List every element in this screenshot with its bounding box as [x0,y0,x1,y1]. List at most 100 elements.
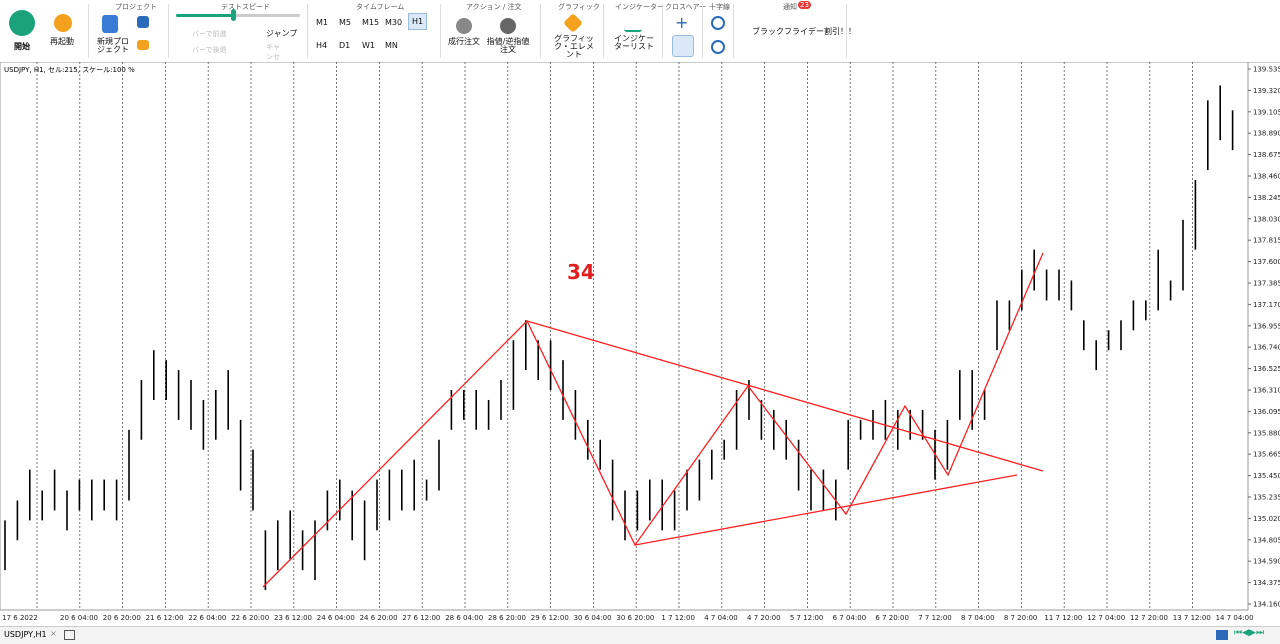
y-tick-label: 134.160 [1253,601,1280,609]
separator [440,4,441,58]
y-tick-label: 134.590 [1253,558,1280,566]
group-title: タイムフレーム [356,3,405,11]
upper-trendline [526,320,1044,472]
bars [4,85,1234,591]
y-tick-label: 135.450 [1253,472,1280,480]
y-tick-label: 136.095 [1253,408,1280,416]
forward[interactable]: バーで前進 [192,30,227,38]
y-tick-label: 136.310 [1253,387,1280,395]
x-tick-label: 24 6 20:00 [360,614,398,622]
group-title: クロスヘアー [665,3,707,11]
timeframe-button[interactable]: H1 [408,13,428,30]
market-icon[interactable] [456,18,472,34]
timeframe-button[interactable]: M15 [362,18,380,27]
grid [36,62,1193,610]
x-tick-label: 24 6 04:00 [317,614,355,622]
zigzag [262,252,1044,588]
timeframe-button[interactable]: M1 [316,18,328,27]
window-icon[interactable] [64,630,75,640]
y-tick-label: 139.105 [1253,108,1280,116]
x-tick-label: 4 7 20:00 [747,614,781,622]
group-title: アクション / 注文 [466,3,522,11]
x-tick-label: 6 7 20:00 [875,614,909,622]
indicator-list[interactable]: インジケーターリスト [614,34,654,51]
graphic-elements[interactable]: グラフィック・エレメント [554,34,594,59]
x-tick-label: 29 6 12:00 [531,614,569,622]
y-tick-label: 137.385 [1253,280,1280,288]
y-tick-label: 135.665 [1253,451,1280,459]
zoom-out[interactable] [711,40,725,54]
trend-drawings [262,252,1044,588]
y-tick-label: 137.170 [1253,301,1280,309]
separator [307,4,308,58]
chart: USDJPY, H1, セル:215, スケール:100 % 34 139.53… [0,62,1280,622]
back[interactable]: バーで後退 [192,46,227,54]
nav-arrows[interactable]: ⏮◀▶⏭ [1234,628,1265,638]
pending-icon[interactable] [500,18,516,34]
tab[interactable]: USDJPY,H1 [4,630,47,639]
timeframe-button[interactable]: D1 [339,41,351,50]
crosshair-icon[interactable]: + [675,13,689,32]
x-tick-label: 28 6 04:00 [445,614,483,622]
separator [733,4,734,58]
speed-slider[interactable] [176,14,300,17]
pending-order[interactable]: 指値/逆指値注文 [486,37,530,54]
graphic-icon[interactable] [563,13,583,33]
x-tick-label: 20 6 04:00 [60,614,98,622]
nav-icon[interactable] [1216,630,1228,640]
jump[interactable]: ジャンプ [266,29,298,38]
zoom-in[interactable] [711,16,725,30]
y-tick-label: 138.890 [1253,130,1280,138]
lower-trendline [634,474,1018,546]
y-axis: 139.535 139.320 139.105 138.890 138.675 138.4… [1248,66,1280,609]
separator [702,4,703,58]
x-axis: 17 6 2022 20 6 04:00 20 6 20:00 21 6 12:00 2… [2,614,1253,622]
y-tick-label: 135.235 [1253,494,1280,502]
plot-area [0,62,1249,611]
x-tick-label: 5 7 12:00 [790,614,824,622]
restart-icon[interactable] [54,14,72,32]
group-title: テストスピード [221,3,270,11]
tab-bar: USDJPY,H1 × ⏮◀▶⏭ [0,626,1280,644]
x-tick-label: 22 6 04:00 [188,614,226,622]
y-tick-label: 138.460 [1253,173,1280,181]
x-tick-label: 27 6 12:00 [402,614,440,622]
group-title: グラフィック [558,3,600,11]
speed-thumb[interactable] [231,9,236,21]
y-tick-label: 139.320 [1253,87,1280,95]
y-tick-label: 136.740 [1253,344,1280,352]
timeframe-button[interactable]: M5 [339,18,351,27]
x-tick-label: 11 7 12:00 [1044,614,1082,622]
group-title: インジケーター [615,3,664,11]
new-project-icon[interactable] [102,15,118,33]
x-tick-label: 12 7 20:00 [1130,614,1168,622]
start-icon[interactable] [9,10,35,36]
notice-badge: 23 [798,1,811,9]
start[interactable]: 開始 [14,42,30,51]
x-tick-label: 14 7 04:00 [1216,614,1254,622]
x-tick-label: 30 6 04:00 [574,614,612,622]
market-order[interactable]: 成行注文 [448,37,480,46]
y-tick-label: 138.245 [1253,194,1280,202]
y-tick-label: 138.030 [1253,215,1280,223]
x-tick-label: 1 7 12:00 [661,614,695,622]
crosshair-active[interactable] [672,35,694,57]
annotation: 34 [567,260,595,284]
timeframe-button[interactable]: H4 [316,41,328,50]
y-tick-label: 137.600 [1253,258,1280,266]
restart[interactable]: 再起動 [50,37,74,46]
new-project[interactable]: 新規プロ ジェクト [97,37,129,54]
separator [168,4,169,58]
separator [846,4,847,58]
tab-close[interactable]: × [50,629,57,638]
notice-message[interactable]: ブラックフライデー割引！！ [752,27,856,36]
save-icon[interactable] [137,16,149,28]
indicator-icon[interactable] [624,14,642,32]
group-title: 十字線 [709,3,730,11]
timeframe-button[interactable]: W1 [362,41,375,50]
open-icon[interactable] [137,40,149,50]
timeframe-button[interactable]: MN [385,41,398,50]
timeframe-button[interactable]: M30 [385,18,403,27]
y-tick-label: 138.675 [1253,151,1280,159]
